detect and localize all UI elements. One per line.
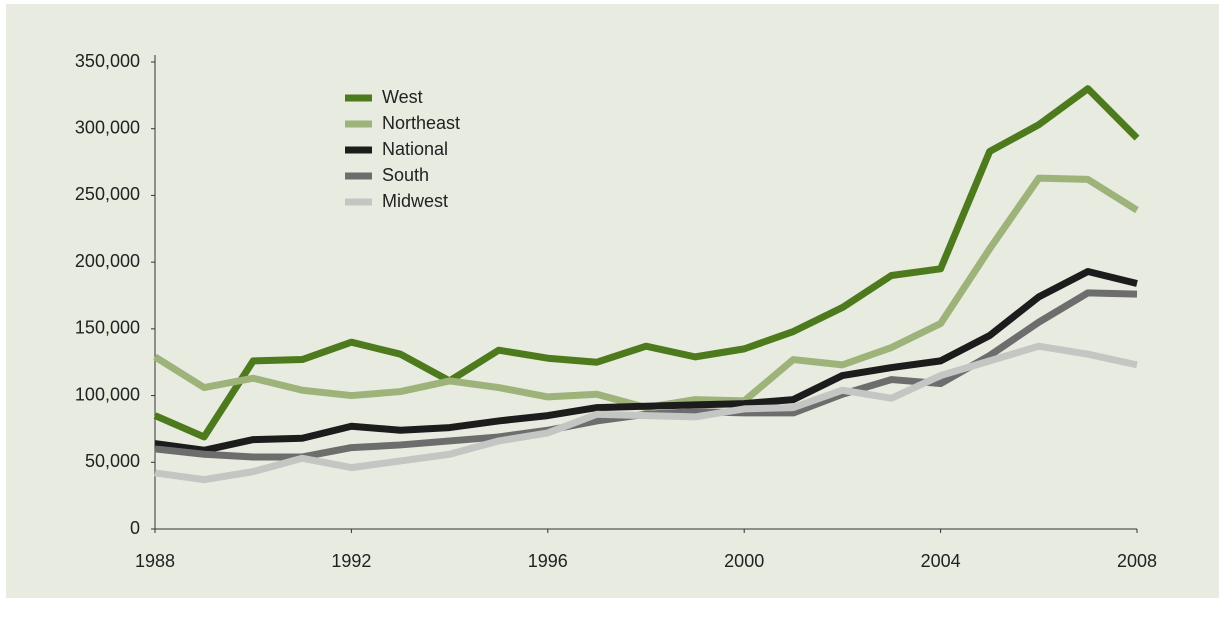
y-tick-label: 350,000 [75, 51, 140, 71]
x-tick-label: 2000 [724, 551, 764, 571]
x-tick-label: 1988 [135, 551, 175, 571]
y-tick-label: 50,000 [85, 451, 140, 471]
legend-label: Northeast [382, 113, 460, 133]
series-line [153, 85, 1140, 441]
legend-label: West [382, 87, 423, 107]
legend-label: South [382, 165, 429, 185]
legend-label: National [382, 139, 448, 159]
y-tick-label: 100,000 [75, 384, 140, 404]
y-tick-label: 150,000 [75, 318, 140, 338]
x-tick-label: 1992 [331, 551, 371, 571]
panel [6, 4, 1219, 598]
legend-label: Midwest [382, 191, 448, 211]
x-tick-label: 1996 [528, 551, 568, 571]
series-line [154, 267, 1138, 454]
x-tick-label: 2004 [921, 551, 961, 571]
x-tick-label: 2008 [1117, 551, 1157, 571]
series-line [154, 342, 1138, 484]
y-tick-label: 200,000 [75, 251, 140, 271]
y-tick-label: 300,000 [75, 117, 140, 137]
y-tick-label: 250,000 [75, 184, 140, 204]
y-tick-label: 0 [130, 518, 140, 538]
